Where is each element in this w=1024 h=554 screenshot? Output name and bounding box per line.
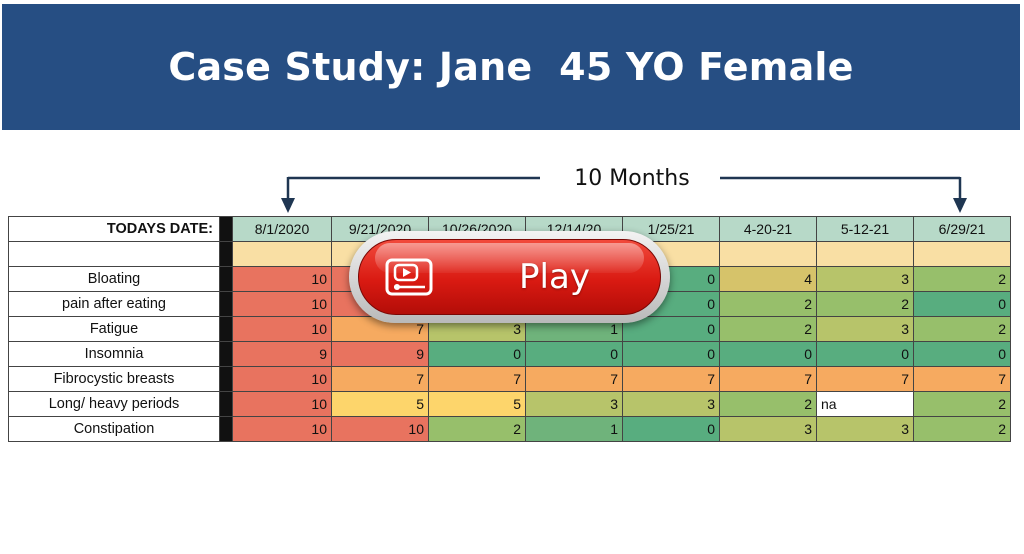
score-cell: 0 (525, 341, 623, 367)
score-cell: 2 (816, 291, 914, 317)
separator-cell (219, 266, 233, 292)
score-cell: 10 (232, 366, 332, 392)
blank-cell (232, 241, 332, 267)
table-header-row: TODAYS DATE: 8/1/2020 9/21/2020 10/26/2020 1… (8, 216, 1011, 242)
date-cell: 4-20-21 (719, 216, 817, 242)
score-cell: 2 (719, 316, 817, 342)
score-cell: 3 (816, 416, 914, 442)
symptom-label: Constipation (8, 416, 220, 442)
blank-cell (913, 241, 1011, 267)
separator-cell (219, 416, 233, 442)
score-cell: 7 (913, 366, 1011, 392)
date-cell: 1/25/21 (622, 216, 720, 242)
score-cell: 0 (622, 416, 720, 442)
score-cell: 5 (428, 391, 526, 417)
table-row: Insomnia 9 9 0 0 0 0 0 0 (8, 341, 1011, 367)
score-cell: 2 (913, 416, 1011, 442)
score-cell: 7 (719, 366, 817, 392)
score-cell: 10 (232, 391, 332, 417)
separator-cell (219, 216, 233, 242)
score-cell: 7 (816, 366, 914, 392)
play-button[interactable]: Play (349, 231, 670, 323)
video-player-icon (385, 258, 433, 296)
score-cell: 2 (913, 391, 1011, 417)
score-cell: 9 (331, 341, 429, 367)
score-cell: 2 (719, 391, 817, 417)
score-cell: 0 (719, 341, 817, 367)
date-cell: 8/1/2020 (232, 216, 332, 242)
score-cell: 7 (331, 366, 429, 392)
date-cell: 6/29/21 (913, 216, 1011, 242)
play-button-gloss (375, 243, 644, 273)
score-cell: 10 (232, 291, 332, 317)
score-cell: 7 (525, 366, 623, 392)
symptom-label: Insomnia (8, 341, 220, 367)
score-cell: 10 (232, 416, 332, 442)
date-cell: 5-12-21 (816, 216, 914, 242)
score-cell: 7 (622, 366, 720, 392)
separator-cell (219, 366, 233, 392)
table-row: Constipation 10 10 2 1 0 3 3 2 (8, 416, 1011, 442)
score-cell: 5 (331, 391, 429, 417)
play-button-label: Play (519, 257, 590, 297)
play-button-face[interactable]: Play (358, 239, 661, 315)
score-cell: 0 (913, 341, 1011, 367)
separator-cell (219, 241, 233, 267)
symptom-label: Fatigue (8, 316, 220, 342)
score-cell: 10 (331, 416, 429, 442)
table-row: Fibrocystic breasts 10 7 7 7 7 7 7 7 (8, 366, 1011, 392)
title-banner: Case Study: Jane 45 YO Female (2, 4, 1020, 130)
score-cell: 2 (719, 291, 817, 317)
blank-cell (719, 241, 817, 267)
symptom-label: pain after eating (8, 291, 220, 317)
blank-label-cell (8, 241, 220, 267)
timespan-label: 10 Months (574, 166, 690, 191)
score-cell: 1 (525, 416, 623, 442)
separator-cell (219, 341, 233, 367)
table-row: Long/ heavy periods 10 5 5 3 3 2 na 2 (8, 391, 1011, 417)
page-title: Case Study: Jane 45 YO Female (168, 45, 854, 89)
header-label: TODAYS DATE: (8, 216, 220, 242)
score-cell: 0 (913, 291, 1011, 317)
score-cell: 0 (816, 341, 914, 367)
separator-cell (219, 291, 233, 317)
score-cell: 10 (232, 316, 332, 342)
score-cell: 9 (232, 341, 332, 367)
score-cell: 2 (913, 316, 1011, 342)
separator-cell (219, 316, 233, 342)
symptom-label: Bloating (8, 266, 220, 292)
score-cell: 3 (525, 391, 623, 417)
score-cell: 4 (719, 266, 817, 292)
score-cell: 7 (428, 366, 526, 392)
score-cell: 10 (232, 266, 332, 292)
separator-cell (219, 391, 233, 417)
score-cell: 3 (622, 391, 720, 417)
symptom-label: Fibrocystic breasts (8, 366, 220, 392)
score-cell: 0 (428, 341, 526, 367)
score-cell: na (816, 391, 914, 417)
score-cell: 3 (816, 316, 914, 342)
score-cell: 2 (428, 416, 526, 442)
score-cell: 3 (719, 416, 817, 442)
score-cell: 3 (816, 266, 914, 292)
symptom-label: Long/ heavy periods (8, 391, 220, 417)
score-cell: 0 (622, 341, 720, 367)
score-cell: 2 (913, 266, 1011, 292)
blank-cell (816, 241, 914, 267)
